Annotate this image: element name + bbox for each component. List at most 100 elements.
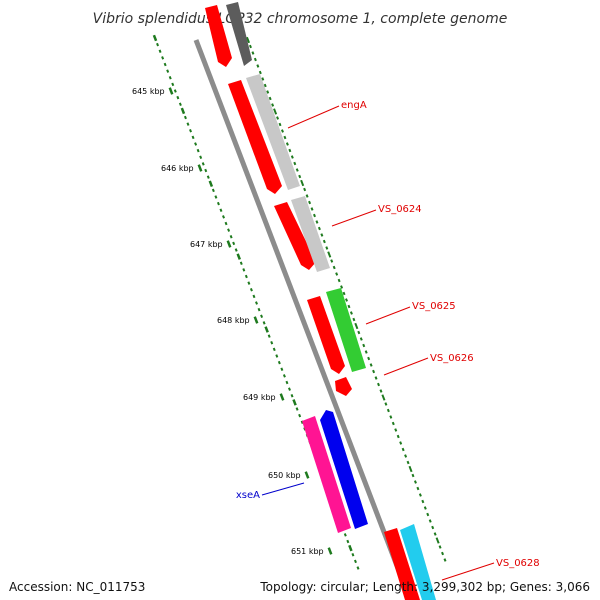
- ruler-tick: [413, 480, 417, 484]
- ruler-tick: [423, 506, 427, 510]
- ruler-tick: [408, 465, 413, 473]
- gene-forward[interactable]: [384, 528, 420, 600]
- ruler-label: 647 kbp: [190, 240, 223, 249]
- ruler-tick: [252, 294, 256, 299]
- ruler-tick: [377, 382, 380, 387]
- ruler-label: 648 kbp: [217, 316, 250, 325]
- ruler-tick: [292, 399, 297, 406]
- ruler-tick: [428, 519, 432, 523]
- gene-forward[interactable]: [205, 5, 232, 67]
- ruler-tick: [256, 64, 260, 68]
- ruler-tick: [199, 155, 203, 160]
- ruler-tick: [168, 75, 172, 80]
- ruler-tick: [347, 304, 351, 309]
- ruler-tick: [260, 314, 264, 319]
- ruler-tick: [401, 447, 405, 452]
- gene-label-vs0626[interactable]: VS_0626: [430, 353, 474, 364]
- ruler-tick: [196, 148, 200, 153]
- ruler-tick: [308, 200, 312, 205]
- gene-reverse[interactable]: [302, 416, 351, 533]
- ruler-tick: [372, 369, 376, 374]
- gene-reverse[interactable]: [320, 410, 368, 529]
- map-title: Vibrio splendidus LGP32 chromosome 1, co…: [93, 11, 508, 27]
- ruler-tick: [249, 287, 253, 292]
- ruler-tick: [189, 128, 192, 133]
- ruler-tick: [163, 62, 167, 67]
- ruler-tick: [262, 321, 266, 325]
- ruler-tick: [421, 499, 425, 504]
- ruler-tick: [186, 122, 190, 126]
- ruler-tick: [282, 374, 286, 378]
- ruler-tick: [239, 261, 243, 266]
- ruler-tick: [290, 393, 294, 398]
- gene-forward[interactable]: [274, 202, 316, 270]
- ruler-tick: [362, 343, 366, 348]
- gene-reverse[interactable]: [326, 288, 366, 372]
- ruler-label: 646 kbp: [161, 164, 194, 173]
- ruler-tick: [411, 473, 415, 478]
- ruler-tick: [340, 285, 344, 289]
- ruler-tick: [367, 356, 371, 361]
- ruler-tick: [438, 545, 442, 549]
- ruler-tick: [219, 208, 223, 213]
- gene-reverse[interactable]: [291, 196, 330, 272]
- ruler-tick: [295, 168, 299, 172]
- gene-label-vs0624[interactable]: VS_0624: [378, 204, 422, 215]
- ruler-tick: [194, 142, 198, 146]
- gene-label-vs0628[interactable]: VS_0628: [496, 558, 540, 569]
- ruler-tick: [345, 298, 348, 302]
- ruler-tick: [204, 168, 208, 173]
- ruler-tick: [280, 367, 284, 372]
- gene-reverse[interactable]: [226, 2, 252, 66]
- gene-label-xsea[interactable]: xseA: [236, 490, 260, 501]
- ruler-tick: [264, 326, 269, 333]
- ruler-tick: [257, 307, 261, 312]
- ruler-tick: [325, 246, 329, 250]
- ruler-tick: [389, 415, 393, 419]
- ruler-tick: [268, 96, 272, 101]
- ruler-tick: [349, 311, 353, 315]
- ruler-tick: [251, 51, 255, 55]
- ruler-tick: [357, 330, 361, 335]
- gene-forward[interactable]: [335, 377, 352, 396]
- ruler-tick: [245, 36, 251, 44]
- ruler-tick: [381, 394, 386, 401]
- ruler-tick: [216, 201, 220, 206]
- ruler-tick: [161, 56, 165, 60]
- ruler-tick: [285, 380, 289, 385]
- ruler-tick: [295, 407, 299, 411]
- ruler-tick: [343, 533, 347, 537]
- ruler-tick: [305, 194, 309, 198]
- ruler-tick: [342, 291, 346, 296]
- gene-label-enga[interactable]: engA: [341, 100, 367, 111]
- ruler-tick: [352, 317, 356, 322]
- ruler-tick: [384, 402, 388, 406]
- ruler-tick: [327, 547, 333, 555]
- ruler-tick: [278, 122, 282, 127]
- ruler-tick: [435, 537, 440, 544]
- ruler-tick: [441, 551, 445, 556]
- ruler-tick: [152, 34, 158, 42]
- ruler-tick: [327, 251, 332, 258]
- gene-reverse[interactable]: [246, 74, 300, 190]
- ruler-labels: 645 kbp 646 kbp 647 kbp 648 kbp 649 kbp 650 k…: [132, 87, 333, 556]
- ruler-tick: [171, 82, 175, 87]
- ruler-tick: [156, 42, 160, 47]
- gene-label-vs0625[interactable]: VS_0625: [412, 301, 456, 312]
- ruler-tick: [303, 187, 307, 192]
- ruler-tick: [267, 334, 271, 338]
- ruler-tick: [354, 322, 359, 330]
- ruler-tick: [271, 103, 275, 107]
- ruler-tick: [191, 135, 195, 140]
- ruler-tick: [288, 387, 291, 391]
- gene-forward[interactable]: [228, 80, 282, 194]
- ruler-tick: [353, 559, 357, 564]
- ruler-tick: [248, 44, 252, 49]
- gene-forward[interactable]: [307, 296, 345, 374]
- ruler-tick: [300, 179, 305, 187]
- ruler-tick: [283, 135, 287, 140]
- ruler-tick: [270, 340, 274, 345]
- ruler-tick: [234, 248, 238, 252]
- gene-reverse[interactable]: [400, 524, 436, 600]
- ruler-tick: [253, 316, 259, 324]
